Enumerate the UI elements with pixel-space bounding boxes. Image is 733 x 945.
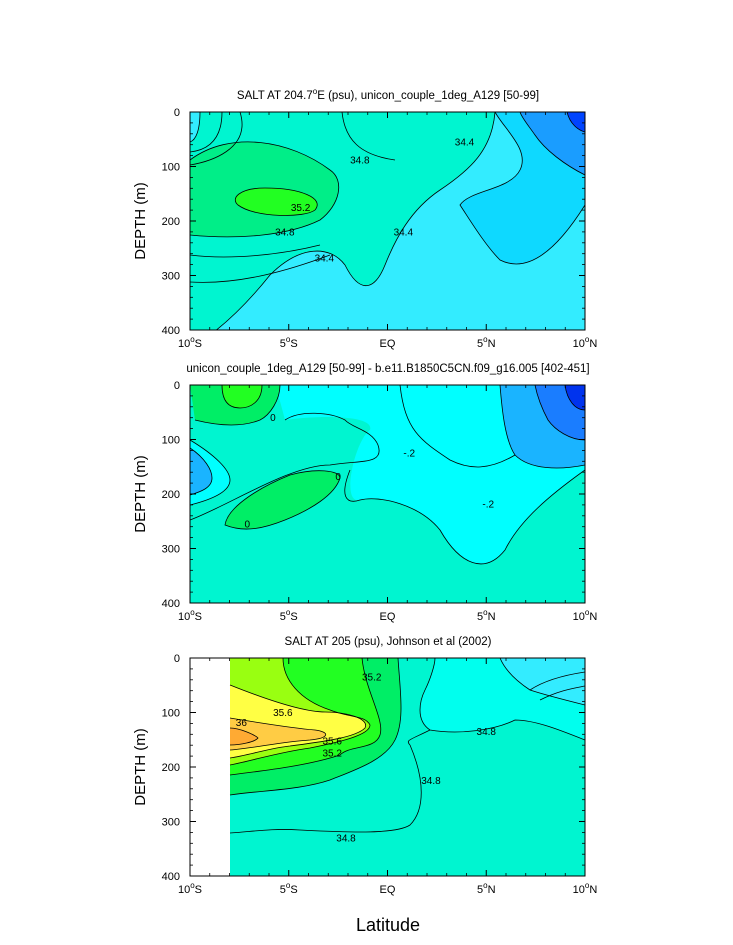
- fill-33-6: [567, 112, 585, 132]
- panel-3-x-axis: 10oS 5oS EQ 5oN 10oN: [178, 658, 597, 896]
- y-tick-label: 0: [174, 653, 180, 665]
- panel-3-title: SALT AT 205 (psu), Johnson et al (2002): [285, 636, 492, 648]
- x-tick-label: EQ: [380, 338, 396, 350]
- contour-label: 35.6: [273, 708, 293, 719]
- x-tick-label: 5oN: [477, 881, 496, 896]
- panel-2-x-axis: 10oS 5oS EQ 5oN 10oN: [178, 385, 597, 623]
- contour-label: 36: [236, 718, 248, 729]
- panel-2-title: unicon_couple_1deg_A129 [50-99] - b.e11.…: [186, 363, 589, 375]
- panel-1-contour-labels: 34.8 34.4 35.2 34.8 34.4 34.4: [275, 137, 475, 264]
- panel-1-contours: [190, 112, 585, 330]
- x-tick-label: 10oN: [573, 608, 598, 623]
- x-axis-label: Latitude: [356, 915, 420, 935]
- panel-1-title: SALT AT 204.7oE (psu), unicon_couple_1de…: [237, 87, 539, 102]
- y-tick-label: 100: [162, 435, 180, 447]
- y-tick-label: 0: [174, 380, 180, 392]
- contour-label: 35.2: [362, 673, 382, 684]
- contour-label: 34.8: [477, 727, 497, 738]
- x-tick-label: 5oS: [280, 608, 298, 623]
- contour-label: 0: [244, 519, 250, 530]
- contour-label: -.2: [403, 449, 415, 460]
- contour-label: -.2: [482, 499, 494, 510]
- x-tick-label: 5oN: [477, 608, 496, 623]
- y-tick-label: 200: [162, 489, 180, 501]
- panel-1: SALT AT 204.7oE (psu), unicon_couple_1de…: [132, 87, 597, 350]
- contour-label: 35.6: [322, 736, 342, 747]
- y-tick-label: 400: [162, 325, 180, 337]
- panel-1-y-label: DEPTH (m): [132, 182, 149, 260]
- y-tick-label: 300: [162, 817, 180, 829]
- panel-2-fills: [190, 385, 585, 603]
- panel-1-x-axis: 10oS 5oS EQ 5oN 10oN: [178, 112, 597, 350]
- fill-neg-0-4-left: [190, 448, 212, 495]
- contour-label: 0: [335, 472, 341, 483]
- contour-label: 34.8: [421, 776, 441, 787]
- y-tick-label: 400: [162, 871, 180, 883]
- x-tick-label: 10oS: [178, 608, 202, 623]
- x-tick-label: 10oN: [573, 335, 598, 350]
- panel-3-y-label: DEPTH (m): [132, 728, 149, 806]
- contour-label: 34.8: [336, 833, 356, 844]
- y-tick-label: 400: [162, 598, 180, 610]
- fill-36: [230, 728, 258, 745]
- fill-34-4: [500, 658, 585, 705]
- contour-label: 35.2: [291, 203, 311, 214]
- panel-2: unicon_couple_1deg_A129 [50-99] - b.e11.…: [132, 363, 597, 623]
- y-tick-label: 300: [162, 544, 180, 556]
- panel-3: SALT AT 205 (psu), Johnson et al (2002): [132, 636, 597, 935]
- x-tick-label: EQ: [380, 611, 396, 623]
- contour-label: 34.4: [315, 254, 335, 265]
- panel-3-y-axis: 0 100 200 300 400: [162, 653, 585, 883]
- fill-nw-34-4: [190, 112, 200, 142]
- panel-2-y-label: DEPTH (m): [132, 455, 149, 533]
- panel-1-y-axis: 0 100 200 300 400: [162, 107, 585, 337]
- x-tick-label: 5oS: [280, 881, 298, 896]
- y-tick-label: 0: [174, 107, 180, 119]
- y-tick-label: 100: [162, 708, 180, 720]
- contour-label: 35.2: [322, 748, 342, 759]
- fill-35-8: [230, 718, 326, 750]
- x-tick-label: 5oS: [280, 335, 298, 350]
- x-tick-label: 10oS: [178, 335, 202, 350]
- fill-35-2: [235, 188, 318, 216]
- panel-1-fills: [190, 112, 585, 330]
- y-tick-label: 100: [162, 162, 180, 174]
- contour-label: 0: [270, 413, 276, 424]
- panel-3-contours: [229, 658, 585, 834]
- contour-label: 34.8: [350, 155, 370, 166]
- panel-2-y-axis: 0 100 200 300 400: [162, 380, 585, 610]
- fill-34-0: [520, 112, 585, 175]
- fill-neg-0-8: [565, 385, 585, 410]
- fill-0-4-top: [222, 385, 262, 408]
- contour-label: 34.4: [394, 227, 414, 238]
- y-tick-label: 300: [162, 271, 180, 283]
- x-tick-label: 10oN: [573, 881, 598, 896]
- contour-label: 34.4: [455, 137, 475, 148]
- fill-0-2-mid: [225, 470, 340, 530]
- x-tick-label: 5oN: [477, 335, 496, 350]
- y-tick-label: 200: [162, 762, 180, 774]
- x-tick-label: 10oS: [178, 881, 202, 896]
- contour-label: 34.8: [275, 227, 295, 238]
- panel-2-contour-labels: 0 -.2 0 -.2 0: [244, 413, 494, 530]
- y-tick-label: 200: [162, 216, 180, 228]
- panel-2-contours: [190, 385, 585, 565]
- x-tick-label: EQ: [380, 884, 396, 896]
